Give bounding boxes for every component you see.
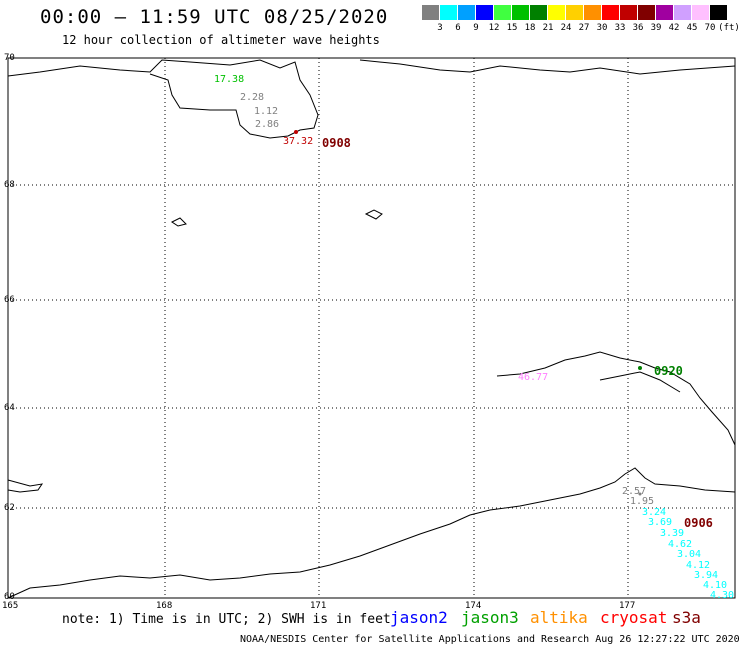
pass-time-label: 0908 [322, 136, 351, 150]
legend-sat-jason3: jason3 [461, 608, 519, 627]
legend-swatch [476, 5, 493, 20]
coastline-chukotka-east [496, 351, 736, 446]
map-frame [7, 57, 736, 599]
legend-label: 24 [560, 23, 572, 33]
legend-label: 36 [632, 23, 644, 33]
legend-swatch [440, 5, 457, 20]
wave-height-label: 17.38 [214, 74, 245, 85]
legend-label: 45 [686, 23, 698, 33]
wave-height-label: 46.77 [518, 372, 549, 383]
legend-label: 30 [596, 23, 608, 33]
legend-swatch [602, 5, 619, 20]
legend-sat-cryosat: cryosat [600, 608, 668, 627]
legend-label: 33 [614, 23, 626, 33]
wave-height-label: 3.04 [677, 549, 702, 560]
wave-height-label: 4.10 [703, 580, 728, 591]
wave-height-label: 2.86 [255, 119, 280, 130]
legend-unit: (ft) [718, 23, 740, 33]
lat-label-68: 68 [4, 180, 15, 190]
legend-label: 70 [704, 23, 716, 33]
lat-label-62: 62 [4, 503, 15, 513]
track-point [294, 130, 298, 134]
track-points [294, 130, 642, 496]
legend-swatch [692, 5, 709, 20]
coastlines [7, 59, 736, 599]
legend-swatch [458, 5, 475, 20]
legend-swatch [422, 5, 439, 20]
wave-height-label: 1.12 [254, 106, 279, 117]
lon-label-177: 177 [619, 601, 636, 611]
legend-swatch [530, 5, 547, 20]
coastline-west-small [7, 479, 44, 493]
coastline-chukotka-north [7, 59, 319, 139]
legend-swatch [620, 5, 637, 20]
wave-height-label: 37.32 [283, 136, 314, 147]
legend-label: 42 [668, 23, 680, 33]
legend-label: 39 [650, 23, 662, 33]
legend-swatch [584, 5, 601, 20]
lat-label-70: 70 [4, 53, 15, 63]
lon-label-174: 174 [465, 601, 482, 611]
page-subtitle: 12 hour collection of altimeter wave hei… [62, 33, 380, 47]
wave-height-label: 3.94 [694, 570, 719, 581]
legend-label: 27 [578, 23, 590, 33]
legend-label: 3 [437, 23, 443, 33]
lon-label-168: 168 [156, 601, 173, 611]
wave-height-label: 3.39 [660, 528, 685, 539]
color-legend: 3 6 9 12 15 18 21 24 27 30 33 36 39 42 45 70 (ft) [422, 5, 740, 35]
legend-swatch [656, 5, 673, 20]
coastline-south [7, 467, 736, 599]
wave-height-label: 2.28 [240, 92, 265, 103]
legend-label: 18 [524, 23, 536, 33]
track-point [638, 366, 642, 370]
lat-label-60: 60 [4, 592, 15, 602]
wave-height-label: 3.69 [648, 517, 673, 528]
lat-label-66: 66 [4, 295, 15, 305]
legend-label: 6 [455, 23, 461, 33]
legend-label: 21 [542, 23, 554, 33]
track-point [638, 492, 642, 496]
lon-label-165: 165 [2, 601, 19, 611]
legend-swatch [566, 5, 583, 20]
island-wrangel-1 [171, 217, 187, 227]
legend-swatch [638, 5, 655, 20]
footer-note: note: 1) Time is in UTC; 2) SWH is in fe… [62, 612, 391, 627]
legend-label: 9 [473, 23, 479, 33]
wave-height-label: 3.24 [642, 507, 667, 518]
wave-height-label: 4.30 [710, 590, 735, 601]
wave-height-label: 4.12 [686, 560, 711, 571]
legend-swatch [674, 5, 691, 20]
legend-swatch [494, 5, 511, 20]
legend-sat-jason2: jason2 [390, 608, 448, 627]
wave-height-label: 4.62 [668, 539, 693, 550]
footer-credit: NOAA/NESDIS Center for Satellite Applica… [240, 634, 740, 645]
legend-sat-altika: altika [530, 608, 588, 627]
page-title: 00:00 – 11:59 UTC 08/25/2020 [40, 6, 389, 28]
wave-height-label: 1.95 [630, 496, 655, 507]
coastline-north-east [359, 59, 736, 75]
coastline-chukotka-east-2 [599, 371, 681, 393]
pass-time-label: 0906 [684, 516, 713, 530]
pass-time-label: 0920 [654, 364, 683, 378]
legend-swatch [548, 5, 565, 20]
legend-label: 15 [506, 23, 518, 33]
legend-sat-s3a: s3a [672, 608, 701, 627]
legend-swatch [512, 5, 529, 20]
lat-label-64: 64 [4, 403, 15, 413]
lon-label-171: 171 [310, 601, 327, 611]
legend-swatch [710, 5, 727, 20]
legend-label: 12 [488, 23, 500, 33]
island-wrangel-2 [364, 209, 383, 220]
graticule [8, 58, 735, 598]
wave-height-label: 2.57 [622, 486, 647, 497]
